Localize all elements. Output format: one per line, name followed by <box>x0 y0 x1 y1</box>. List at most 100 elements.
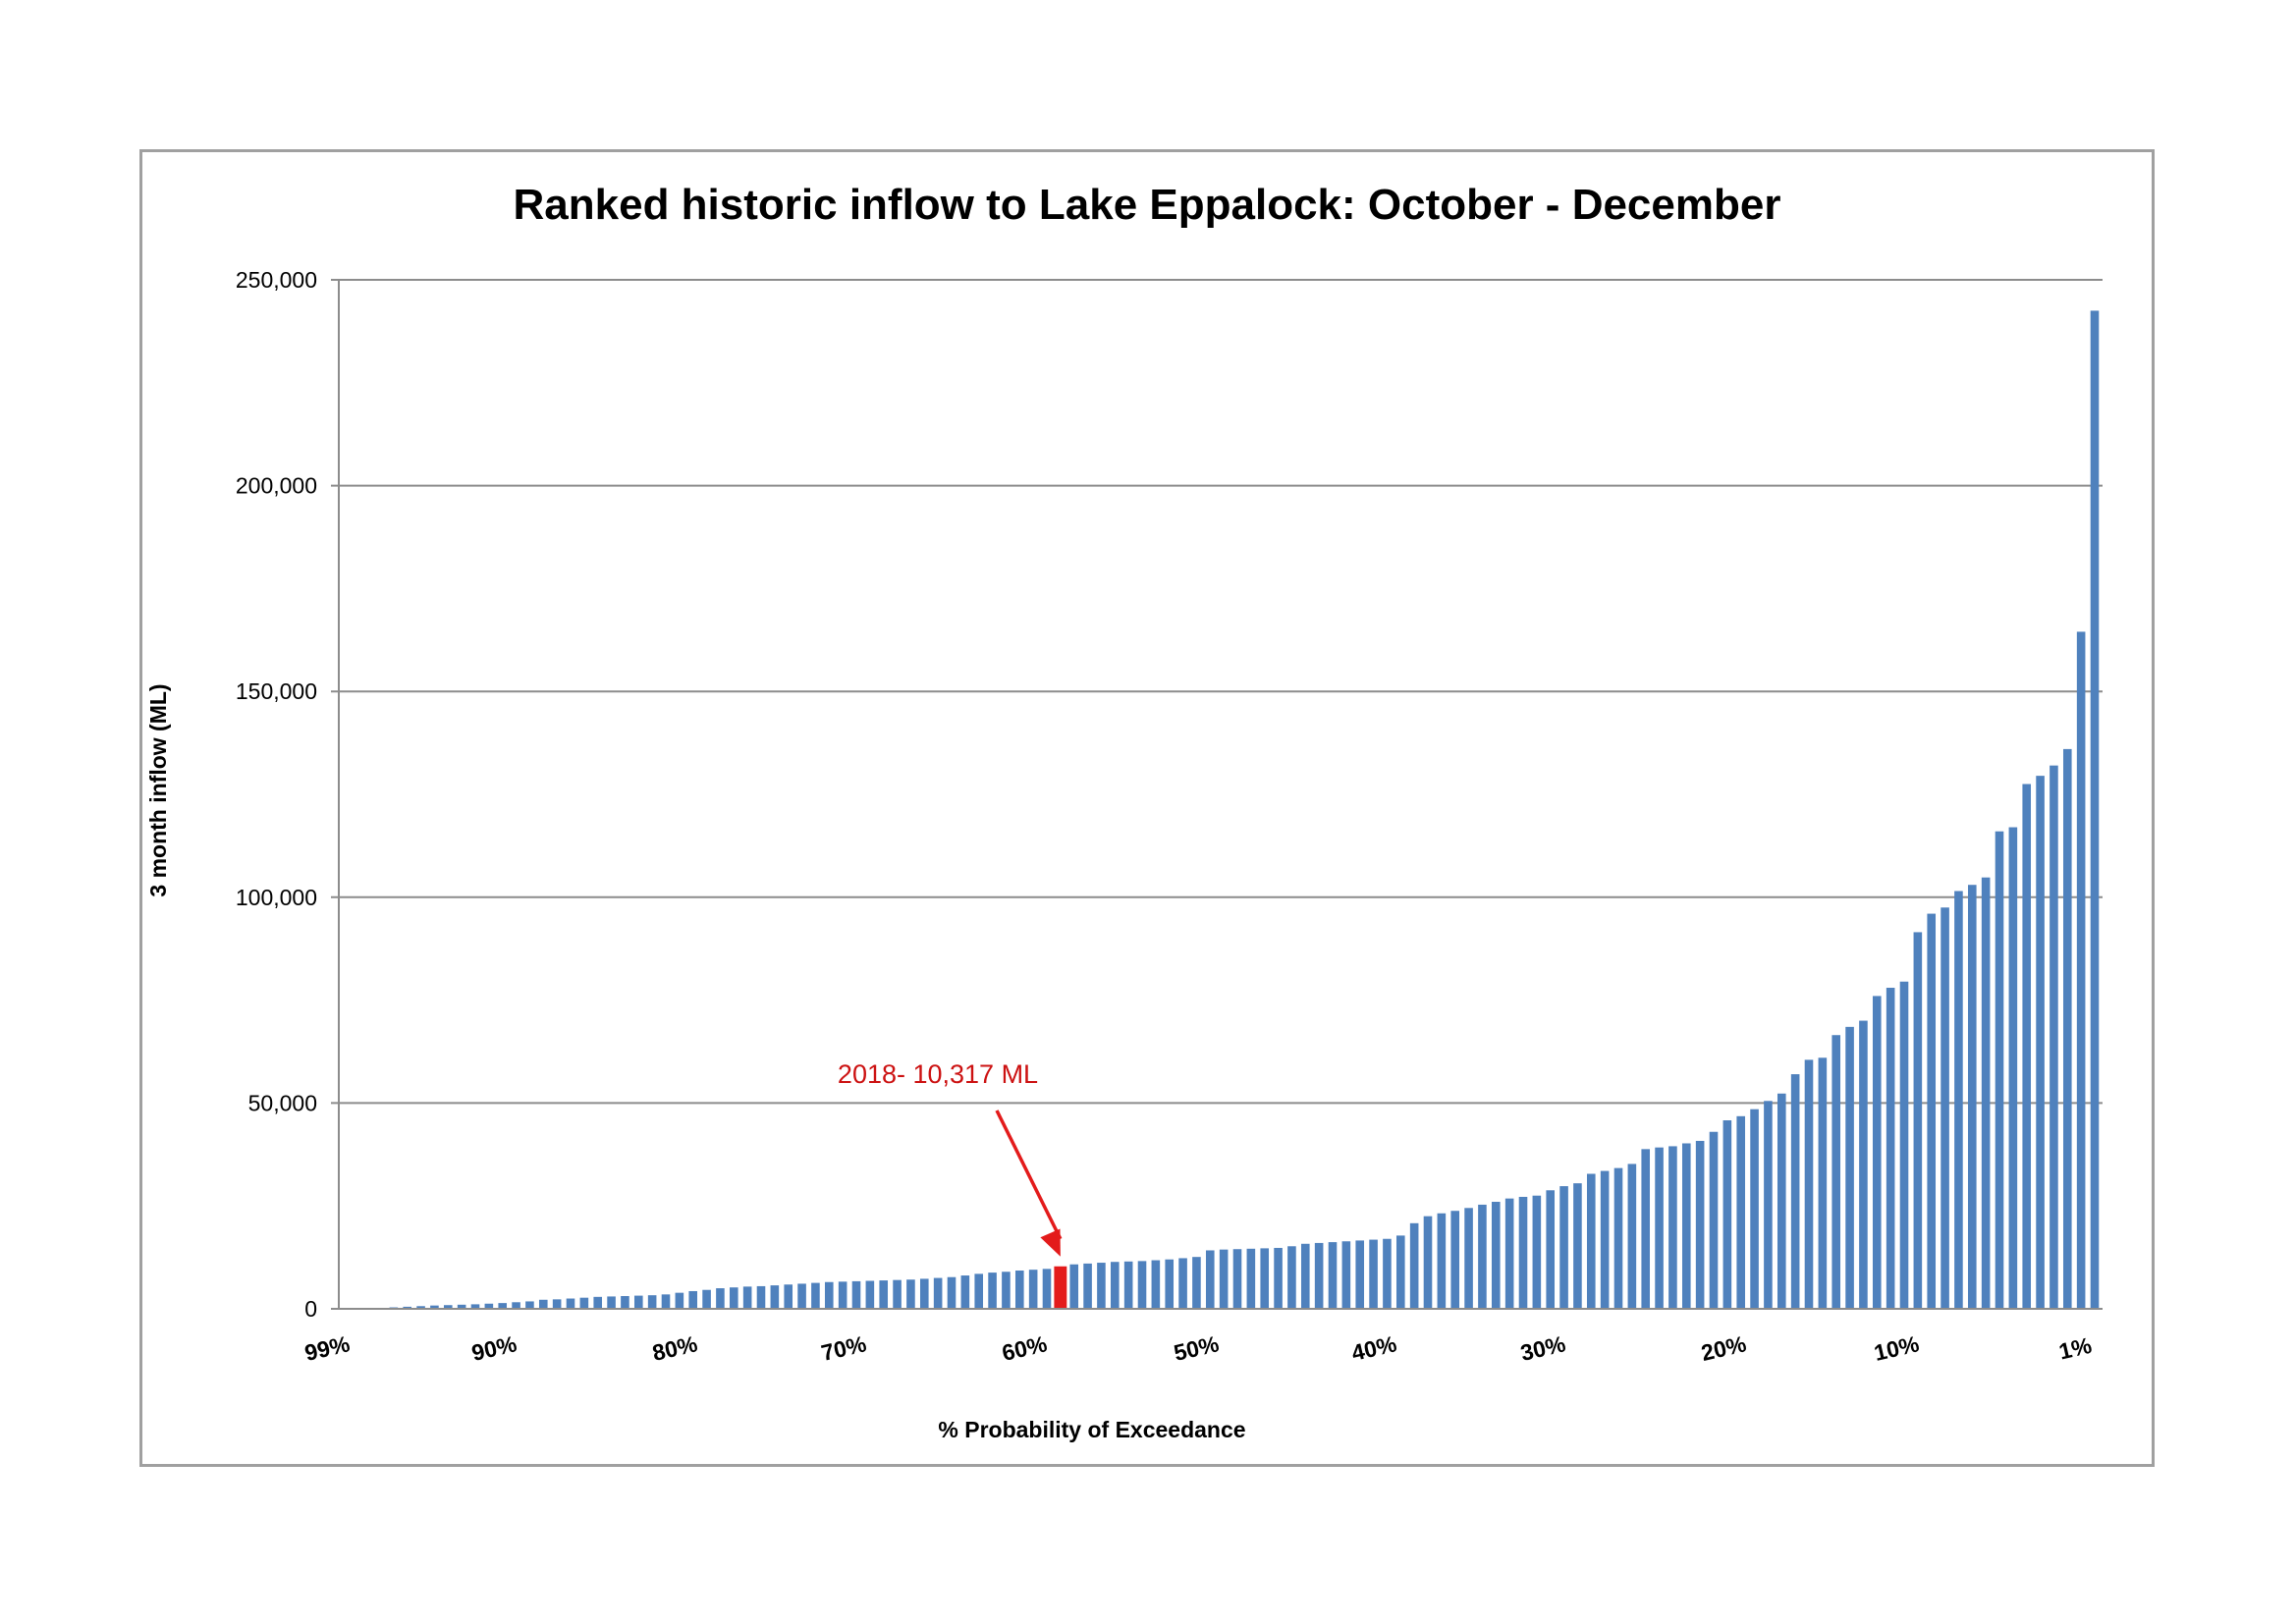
bar <box>2050 765 2058 1309</box>
bar <box>1886 988 1895 1309</box>
bar <box>974 1273 984 1309</box>
bar <box>633 1295 643 1309</box>
annotation-arrowhead <box>1040 1228 1061 1257</box>
bar <box>1913 932 1923 1309</box>
bar <box>1559 1186 1568 1309</box>
bar <box>1981 877 1991 1309</box>
y-axis-title: 3 month inflow (ML) <box>145 683 171 896</box>
bar <box>1464 1208 1473 1309</box>
bar <box>1668 1146 1677 1309</box>
bar <box>742 1286 752 1309</box>
bar <box>1954 891 1963 1309</box>
bar <box>1804 1059 1814 1309</box>
bar <box>593 1296 603 1309</box>
bar <box>702 1289 711 1309</box>
x-tick-label: 70% <box>819 1330 869 1366</box>
bar <box>443 1305 453 1309</box>
bar <box>1627 1164 1637 1309</box>
bar <box>1192 1257 1201 1309</box>
x-tick-label: 30% <box>1518 1330 1568 1366</box>
bar <box>688 1290 698 1309</box>
x-tick-label: 90% <box>469 1330 519 1366</box>
bar <box>457 1304 466 1309</box>
bar <box>1042 1269 1052 1309</box>
chart-frame: Ranked historic inflow to Lake Eppalock:… <box>139 149 2155 1467</box>
bar <box>1681 1143 1691 1309</box>
bar <box>1831 1035 1841 1309</box>
bar <box>1232 1249 1242 1309</box>
bar <box>797 1283 806 1309</box>
bar <box>811 1282 820 1309</box>
chart: Ranked historic inflow to Lake Eppalock:… <box>145 181 2103 1442</box>
bar <box>1600 1170 1610 1309</box>
bar <box>906 1279 915 1309</box>
x-axis-ticks: 99% 90% 80% 70% 60% 50% 40% 30% 20% 10% 1% <box>302 1330 2094 1366</box>
bar <box>1151 1260 1161 1309</box>
bar <box>1818 1057 1828 1309</box>
annotation-label: 2018- 10,317 ML <box>838 1059 1038 1089</box>
bar <box>1573 1183 1582 1309</box>
bar <box>1287 1246 1296 1309</box>
bar <box>1736 1115 1746 1309</box>
bar <box>1532 1195 1542 1309</box>
bar <box>1383 1238 1392 1309</box>
bar <box>552 1299 562 1309</box>
bar <box>1941 907 1949 1309</box>
bar <box>2062 748 2072 1309</box>
bar <box>1205 1250 1215 1309</box>
bar <box>1859 1020 1868 1309</box>
bar <box>1450 1211 1460 1309</box>
bar <box>1995 831 2004 1309</box>
bar <box>988 1272 997 1309</box>
bar <box>1110 1262 1120 1309</box>
y-axis-ticks: 0 50,000 100,000 150,000 200,000 250,000 <box>236 267 317 1322</box>
bar <box>729 1287 738 1309</box>
bar <box>1695 1140 1705 1309</box>
bar <box>2036 776 2045 1309</box>
bar <box>647 1295 657 1309</box>
bar <box>1083 1263 1092 1309</box>
axes <box>338 280 2103 1310</box>
bar <box>851 1280 861 1309</box>
bars <box>375 310 2100 1309</box>
annotation-arrow <box>995 1110 1063 1240</box>
bar <box>1274 1247 1283 1309</box>
bar <box>1491 1202 1501 1309</box>
bar <box>1014 1271 1024 1309</box>
bar <box>1369 1239 1378 1309</box>
y-tick-label: 100,000 <box>236 885 317 910</box>
y-tick-label: 150,000 <box>236 678 317 704</box>
bar <box>1845 1026 1854 1309</box>
bar <box>784 1284 793 1309</box>
bar <box>621 1296 629 1309</box>
bar <box>919 1278 929 1309</box>
bar <box>1123 1261 1133 1309</box>
bar <box>1219 1249 1229 1309</box>
bar <box>893 1279 902 1309</box>
highlight-bar <box>1054 1266 1067 1309</box>
bar <box>661 1294 671 1309</box>
x-tick-label: 60% <box>1000 1330 1050 1366</box>
x-tick-label: 50% <box>1172 1330 1222 1366</box>
bar <box>1355 1240 1365 1309</box>
bar <box>1967 885 1977 1309</box>
bar <box>716 1288 725 1309</box>
bar <box>756 1285 766 1309</box>
bar <box>1586 1173 1596 1309</box>
bar <box>403 1306 412 1309</box>
bar <box>879 1280 889 1309</box>
bar <box>1341 1241 1351 1309</box>
bar <box>1504 1198 1514 1309</box>
bar <box>1777 1093 1786 1309</box>
bar <box>430 1305 439 1309</box>
bar <box>1328 1242 1338 1309</box>
x-tick-label: 80% <box>650 1330 700 1366</box>
bar <box>960 1275 970 1309</box>
bar <box>770 1285 780 1309</box>
bar <box>1137 1261 1147 1309</box>
bar <box>1518 1196 1528 1309</box>
bar <box>416 1306 425 1309</box>
bar <box>1260 1248 1270 1309</box>
x-tick-label: 10% <box>1872 1330 1922 1366</box>
bar <box>470 1304 480 1309</box>
